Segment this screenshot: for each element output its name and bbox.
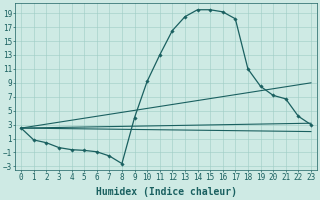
X-axis label: Humidex (Indice chaleur): Humidex (Indice chaleur)	[95, 187, 236, 197]
